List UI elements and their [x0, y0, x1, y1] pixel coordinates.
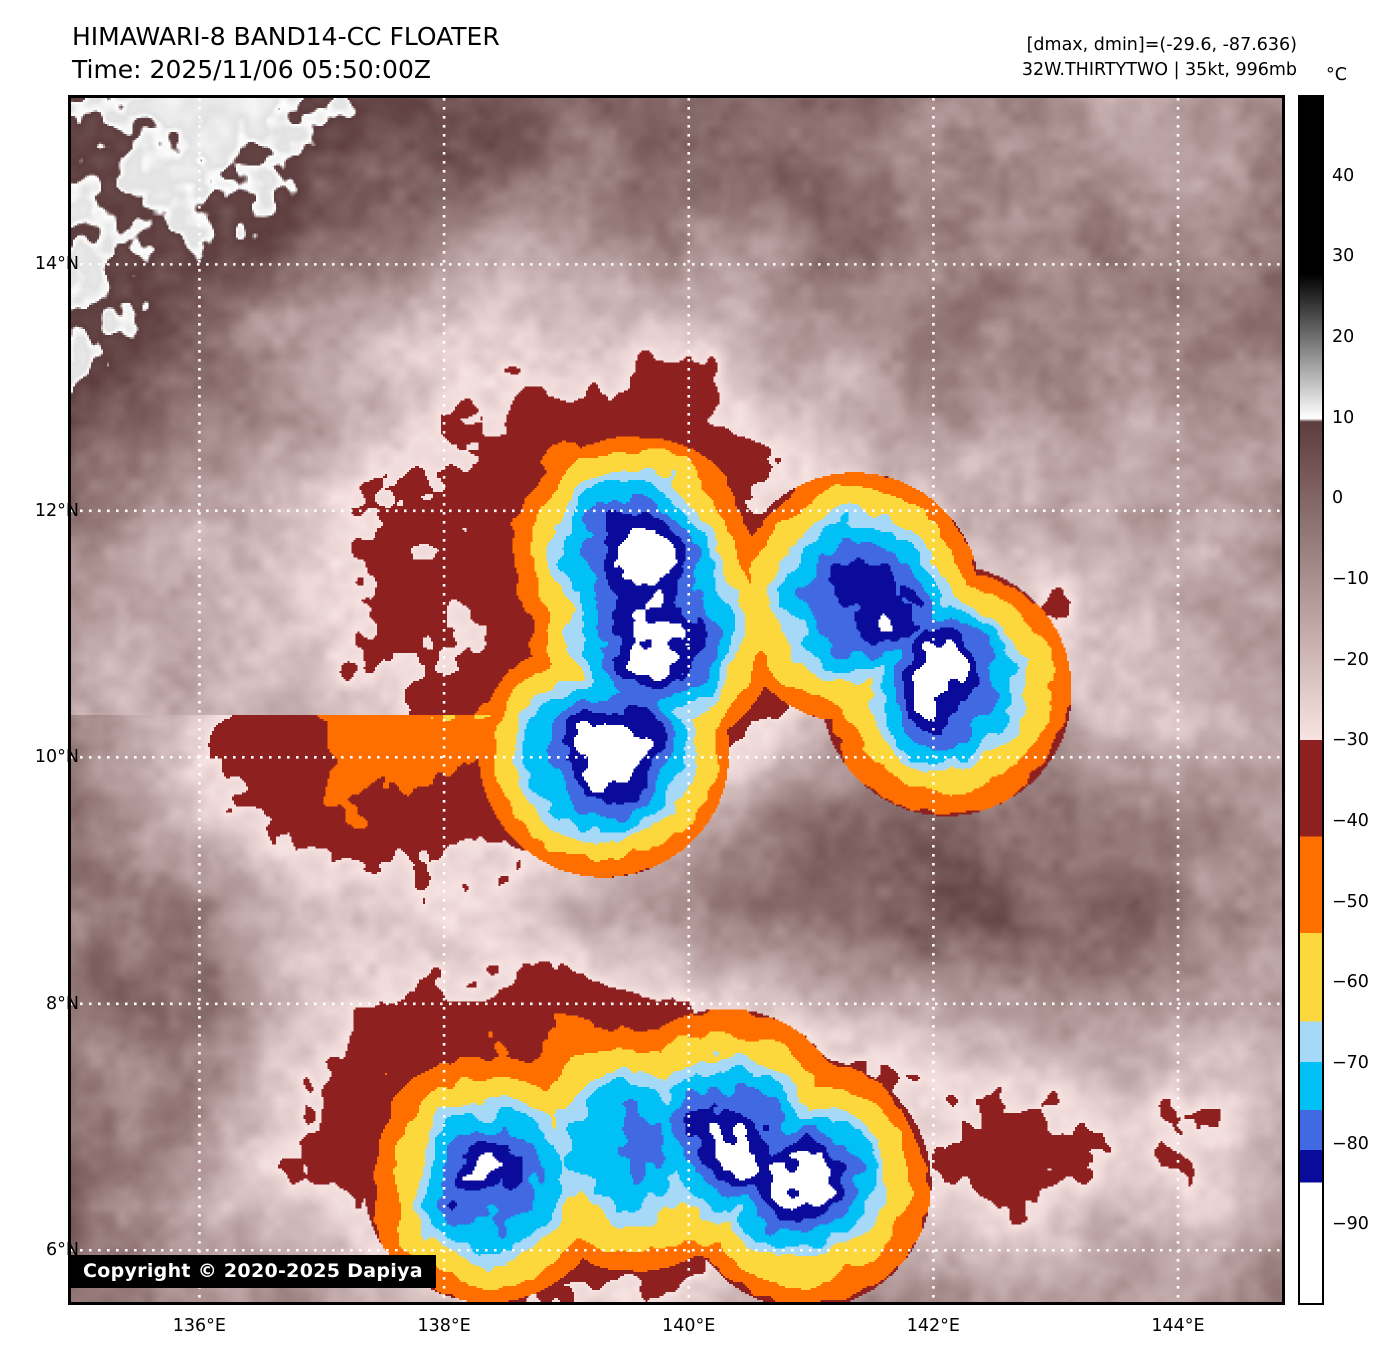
- colorbar-tick-label: 0: [1332, 488, 1344, 509]
- colorbar-tick-label: −80: [1332, 1133, 1369, 1154]
- x-axis-tick-label: 138°E: [417, 1316, 471, 1336]
- y-axis-tick-label: 6°N: [46, 1240, 79, 1261]
- colorbar-tick-label: −40: [1332, 811, 1369, 831]
- colorbar-tick-label: 10: [1332, 407, 1355, 428]
- colorbar-tick-label: 30: [1332, 246, 1355, 267]
- colorbar-tick-label: −70: [1332, 1053, 1369, 1073]
- map-image-panel[interactable]: Copyright © 2020-2025 Dapiya: [68, 95, 1285, 1305]
- x-axis-tick-label: 140°E: [662, 1316, 716, 1336]
- colorbar-tick-label: −90: [1332, 1214, 1369, 1235]
- data-minmax-label: [dmax, dmin]=(-29.6, -87.636): [1026, 35, 1297, 55]
- x-axis-tick-label: 142°E: [906, 1316, 960, 1336]
- header-info-block: [dmax, dmin]=(-29.6, -87.636) 32W.THIRTY…: [1022, 33, 1297, 84]
- x-axis-tick-label: 136°E: [172, 1316, 226, 1336]
- colorbar-tick-label: −10: [1332, 569, 1369, 589]
- colorbar-tick-label: 20: [1332, 327, 1355, 347]
- colorbar-tick-label: −30: [1332, 730, 1369, 751]
- timestamp-line: Time: 2025/11/06 05:50:00Z: [72, 55, 431, 84]
- copyright-badge: Copyright © 2020-2025 Dapiya: [71, 1255, 436, 1288]
- y-axis-tick-label: 14°N: [34, 254, 79, 275]
- y-axis-tick-label: 10°N: [34, 747, 79, 768]
- colorbar-tick-label: 40: [1332, 165, 1355, 186]
- colorbar-unit-label: °C: [1326, 65, 1347, 85]
- y-axis-tick-label: 8°N: [46, 993, 79, 1014]
- colorbar: [1298, 95, 1324, 1305]
- page-title: HIMAWARI-8 BAND14-CC FLOATER: [72, 22, 500, 51]
- y-axis-tick-label: 12°N: [34, 500, 79, 521]
- storm-info-label: 32W.THIRTYTWO | 35kt, 996mb: [1021, 60, 1297, 81]
- colorbar-tick-label: −60: [1332, 972, 1369, 993]
- satellite-ir-raster: [71, 98, 1282, 1302]
- colorbar-gradient: [1298, 95, 1324, 1305]
- header-title-block: HIMAWARI-8 BAND14-CC FLOATER Time: 2025/…: [72, 20, 500, 86]
- colorbar-tick-label: −50: [1332, 891, 1369, 912]
- colorbar-tick-label: −20: [1332, 649, 1369, 670]
- x-axis-tick-label: 144°E: [1151, 1316, 1205, 1336]
